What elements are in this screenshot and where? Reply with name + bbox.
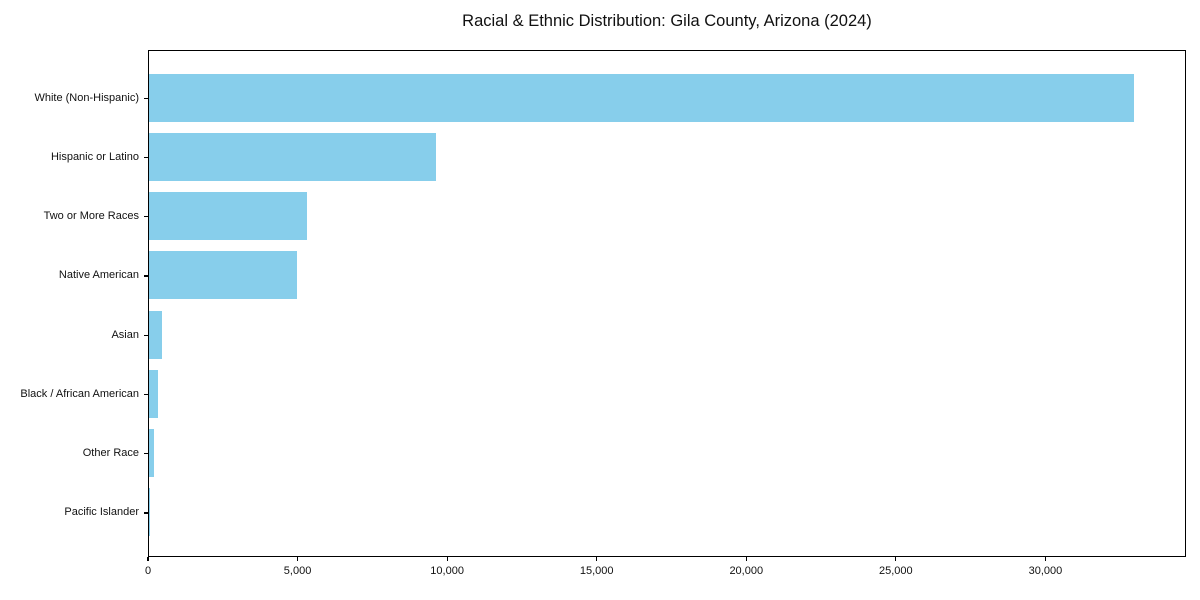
plot-area: White (Non-Hispanic) Hispanic or Latino Tw… (20, 50, 1186, 557)
y-tick-mark (144, 97, 148, 99)
y-tick-mark (144, 216, 148, 218)
bar (149, 369, 158, 418)
y-tick-mark (144, 393, 148, 396)
category-label: Asian (111, 328, 139, 341)
x-tick-label: 5,000 (283, 565, 312, 577)
bar-row: White (Non-Hispanic) (34, 68, 1185, 127)
x-tick-label: 20,000 (729, 565, 764, 577)
x-tick-mark (745, 557, 747, 561)
y-tick-mark (144, 156, 148, 159)
y-tick-mark (144, 453, 148, 455)
x-tick-mark (296, 557, 299, 561)
bar (149, 132, 436, 181)
bar-row: Asian (111, 305, 1185, 364)
bar-row: Hispanic or Latino (51, 127, 1185, 186)
bar-row: Two or More Races (44, 187, 1185, 246)
category-label: Native American (58, 269, 139, 282)
x-tick-label: 0 (144, 565, 152, 577)
bar (149, 429, 154, 478)
x-tick-mark (446, 557, 448, 561)
bar-row: Pacific Islander (64, 483, 1185, 542)
x-tick-mark (895, 557, 897, 561)
bar (149, 73, 1135, 122)
x-tick-mark (596, 557, 598, 561)
category-label: Pacific Islander (64, 506, 139, 519)
category-label: Two or More Races (43, 210, 139, 223)
bar (149, 310, 162, 359)
bar-row: Native American (59, 246, 1185, 305)
x-tick-label: 30,000 (1028, 565, 1063, 577)
category-label: Other Race (82, 447, 139, 460)
bar-row: Black / African American (20, 364, 1185, 423)
bar-row: Other Race (83, 424, 1185, 483)
x-tick-mark (1044, 557, 1046, 561)
bar (149, 488, 150, 537)
y-tick-mark (144, 275, 148, 277)
category-label: White (Non-Hispanic) (34, 91, 139, 104)
bar (149, 192, 308, 241)
x-tick-mark (147, 557, 149, 561)
x-tick-label: 25,000 (879, 565, 913, 577)
category-label: Black / African American (20, 387, 139, 400)
category-label: Hispanic or Latino (50, 150, 139, 163)
x-axis: 0 5,000 10,000 15,000 20,000 25,000 30,000 (144, 557, 1186, 597)
x-tick-label: 15,000 (579, 565, 614, 577)
y-tick-mark (144, 512, 148, 514)
bar-rows: White (Non-Hispanic) Hispanic or Latino Tw… (20, 68, 1185, 542)
x-tick-label: 10,000 (430, 565, 464, 577)
y-tick-mark (144, 334, 148, 336)
chart-title: Racial & Ethnic Distribution: Gila Count… (462, 12, 872, 30)
bar (149, 251, 297, 300)
